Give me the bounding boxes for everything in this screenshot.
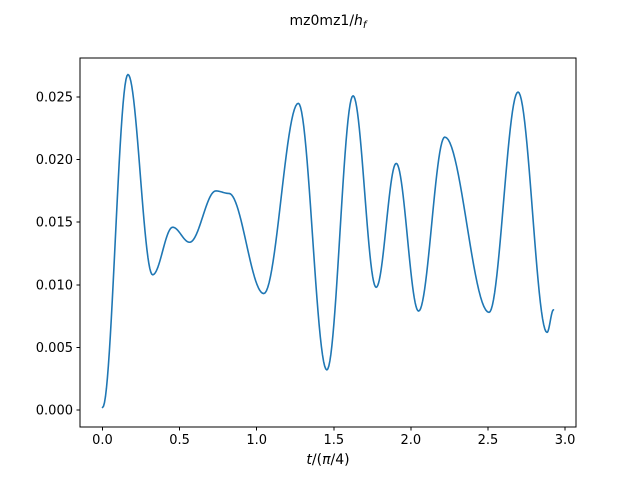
y-tick-label: 0.015 xyxy=(36,216,73,231)
chart-title: mz0mz1/hf xyxy=(290,13,368,31)
x-tick-label: 3.0 xyxy=(555,433,576,448)
x-axis-label: t/(π/4) xyxy=(306,452,349,468)
y-tick-label: 0.025 xyxy=(36,91,73,106)
x-tick-label: 1.5 xyxy=(323,433,344,448)
x-tick-label: 0.0 xyxy=(92,433,113,448)
x-tick-label: 2.5 xyxy=(478,433,499,448)
x-tick-label: 2.0 xyxy=(401,433,422,448)
axes-spines xyxy=(79,57,577,428)
y-tick-label: 0.005 xyxy=(36,341,73,356)
x-tick-label: 0.5 xyxy=(169,433,190,448)
y-tick-label: 0.020 xyxy=(36,153,73,168)
data-line-mz0mz1/hf xyxy=(101,73,555,409)
y-tick-label: 0.000 xyxy=(36,403,73,418)
axes-background xyxy=(80,58,576,427)
y-tick-label: 0.010 xyxy=(36,278,73,293)
x-tick-label: 1.0 xyxy=(246,433,267,448)
